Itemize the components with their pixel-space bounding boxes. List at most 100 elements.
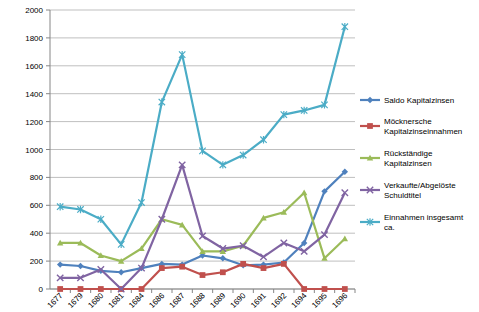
- x-tick: [192, 289, 193, 293]
- marker: [118, 269, 124, 275]
- legend-label: Einnahmen insgesamt ca.: [384, 213, 465, 232]
- x-tick: [233, 289, 234, 293]
- marker: [342, 169, 348, 175]
- x-tick-label: 1689: [208, 291, 227, 310]
- y-tick: [46, 65, 50, 66]
- marker: [260, 136, 266, 143]
- marker: [77, 263, 83, 269]
- marker: [179, 51, 185, 58]
- marker: [301, 190, 307, 196]
- grid-line: [50, 121, 355, 122]
- x-tick: [273, 289, 274, 293]
- grid-line: [50, 177, 355, 178]
- x-tick-label: 1687: [168, 291, 187, 310]
- marker: [281, 111, 287, 118]
- grid-line: [50, 65, 355, 66]
- grid-line: [50, 10, 355, 11]
- x-tick-label: 1691: [249, 291, 268, 310]
- y-tick: [46, 10, 50, 11]
- marker: [77, 240, 83, 246]
- legend-marker: [367, 187, 373, 193]
- x-tick-label: 1690: [229, 291, 248, 310]
- x-tick-label: 1686: [147, 291, 166, 310]
- x-tick: [151, 289, 152, 293]
- x-tick-label: 1692: [269, 291, 288, 310]
- x-tick: [294, 289, 295, 293]
- legend-marker: [367, 97, 373, 103]
- series: [57, 169, 348, 276]
- legend-marker: [367, 123, 373, 129]
- x-tick: [172, 289, 173, 293]
- marker: [199, 248, 205, 254]
- x-tick: [253, 289, 254, 293]
- marker: [220, 245, 226, 251]
- marker: [98, 266, 104, 272]
- legend-label-line: Rückständige: [384, 149, 435, 158]
- marker: [57, 261, 63, 267]
- y-tick: [46, 261, 50, 262]
- marker: [78, 286, 84, 292]
- marker: [321, 255, 327, 261]
- y-axis: [50, 10, 51, 289]
- x-tick-label: 1684: [127, 291, 146, 310]
- marker: [240, 151, 246, 158]
- marker: [342, 23, 348, 30]
- series-line: [60, 27, 345, 245]
- marker: [77, 206, 83, 213]
- legend-label: Verkaufte/Abgelöste Schuldtitel: [384, 181, 458, 200]
- marker: [98, 286, 104, 292]
- legend-label-line: ca.: [384, 223, 395, 232]
- marker: [138, 265, 144, 271]
- marker: [321, 101, 327, 108]
- y-tick-label: 200: [30, 257, 44, 266]
- y-tick-label: 0: [39, 285, 44, 294]
- y-tick: [46, 121, 50, 122]
- series: [57, 261, 347, 292]
- y-tick-label: 400: [30, 229, 44, 238]
- plot-area: [57, 23, 348, 292]
- marker: [57, 203, 63, 210]
- marker: [240, 243, 246, 249]
- y-tick-label: 1600: [25, 62, 43, 71]
- marker: [139, 286, 145, 292]
- marker: [98, 216, 104, 223]
- y-tick-label: 600: [30, 201, 44, 210]
- marker: [322, 286, 328, 292]
- x-tick-label: 1695: [310, 291, 329, 310]
- legend-label-line: Kapitalzinseinnahmen: [384, 127, 462, 136]
- y-tick-label: 1200: [25, 118, 43, 127]
- marker: [301, 107, 307, 114]
- marker: [281, 240, 287, 246]
- marker: [179, 162, 185, 168]
- y-tick: [46, 37, 50, 38]
- legend-label-line: Möcknersche: [384, 117, 434, 126]
- x-tick: [355, 289, 356, 293]
- marker: [220, 255, 226, 261]
- x-tick-label: 1694: [290, 291, 309, 310]
- series-line: [60, 172, 345, 272]
- legend-label: Rückständige Kapitalzinsen: [384, 149, 435, 168]
- y-tick-label: 800: [30, 173, 44, 182]
- legend-marker: [367, 218, 373, 225]
- marker: [281, 209, 287, 215]
- marker: [138, 199, 144, 206]
- y-tick-label: 1400: [25, 90, 43, 99]
- series-line: [60, 264, 345, 289]
- legend-marker: [367, 155, 373, 161]
- marker: [118, 258, 124, 264]
- x-tick: [212, 289, 213, 293]
- y-tick: [46, 149, 50, 150]
- grid-line: [50, 93, 355, 94]
- legend-label: Möcknersche Kapitalzinseinnahmen: [384, 117, 462, 136]
- x-tick-label: 1677: [46, 291, 65, 310]
- marker: [321, 231, 327, 237]
- marker: [159, 216, 165, 222]
- marker: [342, 190, 348, 196]
- marker: [77, 275, 83, 281]
- legend: Saldo KapitalzinsenMöcknersche Kapitalzi…: [360, 96, 465, 232]
- x-tick-label: 1681: [107, 291, 126, 310]
- marker: [220, 269, 226, 275]
- marker: [98, 252, 104, 258]
- series: [57, 190, 348, 264]
- legend-label-line: Verkaufte/Abgelöste: [384, 181, 458, 190]
